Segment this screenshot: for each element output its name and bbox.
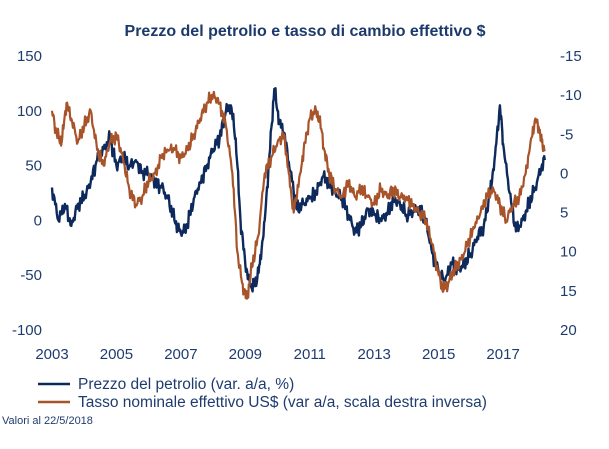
- right-tick-label: -10: [560, 87, 582, 104]
- x-tick-label: 2011: [294, 346, 326, 363]
- legend: Prezzo del petrolio (var. a/a, %) Tasso …: [38, 376, 487, 411]
- legend-label-oil: Prezzo del petrolio (var. a/a, %): [78, 376, 294, 393]
- right-axis: -15 -10 -5 0 5 10 15 20: [560, 48, 582, 339]
- legend-label-usd: Tasso nominale effettivo US$ (var a/a, s…: [78, 394, 487, 411]
- x-axis: 2003 2005 2007 2009 2011 2013 2015 2017: [35, 346, 519, 363]
- x-tick-label: 2005: [100, 346, 133, 363]
- x-tick-label: 2003: [35, 346, 68, 363]
- right-tick-label: 5: [560, 205, 568, 222]
- left-tick-label: -100: [12, 322, 42, 339]
- x-tick-label: 2013: [358, 346, 391, 363]
- left-axis: 150 100 50 0 -50 -100: [12, 48, 42, 339]
- right-tick-label: 10: [560, 244, 577, 261]
- left-tick-label: 0: [34, 212, 42, 229]
- right-tick-label: -5: [560, 126, 573, 143]
- x-tick-label: 2017: [486, 346, 519, 363]
- left-tick-label: 100: [17, 103, 42, 120]
- left-tick-label: 150: [17, 48, 42, 65]
- series-line-oil-price: [50, 86, 547, 293]
- x-tick-label: 2015: [422, 346, 455, 363]
- chart-title: Prezzo del petrolio e tasso di cambio ef…: [125, 23, 486, 40]
- right-tick-label: 0: [560, 165, 568, 182]
- x-tick-label: 2009: [229, 346, 262, 363]
- left-tick-label: 50: [25, 158, 42, 175]
- right-tick-label: 20: [560, 322, 577, 339]
- source-note: Valori al 22/5/2018: [2, 415, 93, 427]
- right-tick-label: 15: [560, 283, 577, 300]
- x-tick-label: 2007: [164, 346, 197, 363]
- left-tick-label: -50: [20, 267, 42, 284]
- plot-area: [50, 86, 547, 300]
- series-line-usd-effective-rate: [50, 90, 546, 300]
- right-tick-label: -15: [560, 48, 582, 65]
